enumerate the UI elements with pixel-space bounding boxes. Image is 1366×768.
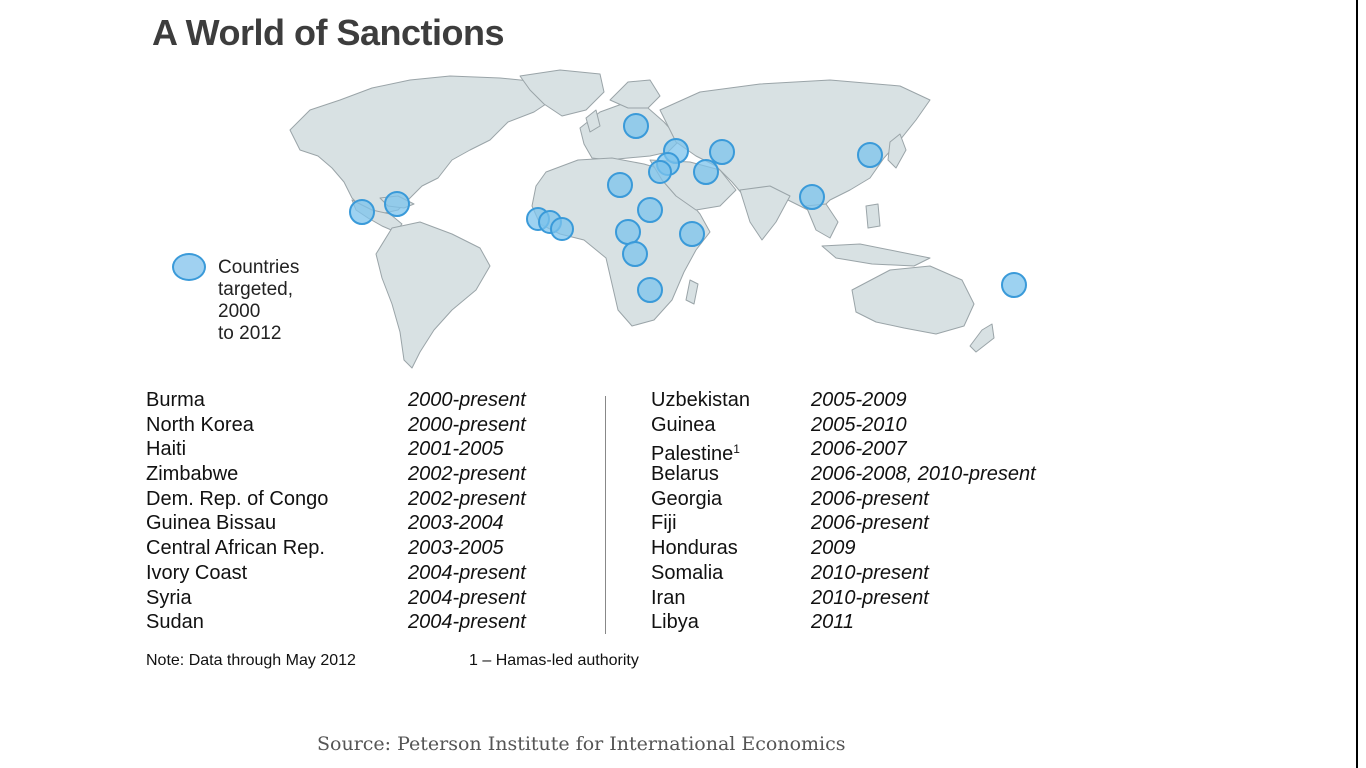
country-name: Syria [146, 586, 192, 609]
sanction-years: 2001-2005 [408, 438, 504, 461]
country-name: Ivory Coast [146, 561, 248, 584]
country-name: Guinea [651, 413, 716, 436]
world-map [289, 69, 1027, 369]
country-name: Central African Rep. [146, 537, 325, 560]
madagascar-shape [685, 279, 699, 305]
country-name: Iran [651, 586, 686, 609]
marker-sudan [637, 197, 663, 223]
marker-somalia [679, 221, 705, 247]
marker-haiti [384, 191, 410, 217]
sanction-years: 2002-present [408, 487, 526, 510]
sanction-years: 2006-2008, 2010-present [811, 463, 1036, 486]
marker-fiji [1001, 272, 1027, 298]
source-credit: Source: Peterson Institute for Internati… [317, 733, 846, 755]
country-name: Somalia [651, 561, 724, 584]
north-america-shape [289, 75, 553, 215]
column-divider [605, 396, 606, 634]
sanction-years: 2010-present [811, 586, 929, 609]
marker-libya [607, 172, 633, 198]
country-name: North Korea [146, 413, 254, 436]
sanction-years: 2004-present [408, 586, 526, 609]
sanction-years: 2009 [811, 537, 856, 560]
marker-north-korea [857, 142, 883, 168]
legend-line: 2000 [218, 301, 261, 322]
country-name: Guinea Bissau [146, 512, 277, 535]
footnote: 1 – Hamas-led authority [469, 652, 639, 669]
data-note: Note: Data through May 2012 [146, 652, 356, 669]
sanction-years: 2011 [811, 611, 855, 634]
sanction-years: 2005-2009 [811, 389, 907, 411]
legend-line: Countries [218, 257, 300, 278]
asia-shape [659, 79, 931, 215]
marker-dem-rep-congo [622, 241, 648, 267]
world-map-svg [289, 69, 1027, 369]
marker-uzbekistan [709, 139, 735, 165]
legend-line: targeted, [218, 279, 293, 300]
sanction-years: 2000-present [408, 389, 526, 411]
sanction-years: 2004-present [408, 561, 526, 584]
legend-line: to 2012 [218, 323, 282, 344]
sanction-years: 2004-present [408, 611, 526, 634]
uk-shape [585, 109, 601, 133]
legend-marker-icon [172, 253, 206, 281]
footnote-marker: 1 [733, 442, 740, 457]
country-name: Burma [146, 389, 205, 411]
country-name: Zimbabwe [146, 463, 239, 486]
marker-palestine [648, 160, 672, 184]
frame-edge-line [1356, 0, 1358, 768]
country-name: Palestine1 [651, 437, 740, 467]
philippines-shape [865, 203, 881, 229]
country-name: Haiti [146, 438, 187, 461]
marker-burma [799, 184, 825, 210]
marker-belarus [623, 113, 649, 139]
scandinavia-shape [609, 79, 661, 109]
country-name-text: Palestine [651, 443, 734, 466]
marker-honduras [349, 199, 375, 225]
south-america-shape [375, 221, 491, 369]
country-name: Fiji [651, 512, 677, 535]
new-zealand-shape [969, 323, 995, 353]
sanction-years: 2006-present [811, 512, 929, 535]
marker-iran [693, 159, 719, 185]
indonesia-shape [821, 243, 931, 267]
marker-ivory-coast [550, 217, 574, 241]
india-shape [739, 185, 791, 241]
country-name: Honduras [651, 537, 738, 560]
country-name: Georgia [651, 487, 723, 510]
country-name: Belarus [651, 463, 719, 486]
page-title: A World of Sanctions [152, 12, 505, 53]
country-name: Sudan [146, 611, 204, 634]
country-name: Libya [651, 611, 699, 634]
greenland-shape [519, 69, 605, 117]
sanction-years: 2006-2007 [811, 438, 907, 461]
marker-zimbabwe [637, 277, 663, 303]
sanction-years: 2005-2010 [811, 413, 907, 436]
marker-central-african-rep [615, 219, 641, 245]
country-name: Dem. Rep. of Congo [146, 487, 329, 510]
sanction-years: 2003-2005 [408, 537, 504, 560]
sanction-years: 2010-present [811, 561, 929, 584]
sanction-years: 2000-present [408, 413, 526, 436]
sanction-years: 2006-present [811, 487, 929, 510]
australia-shape [851, 265, 975, 335]
japan-shape [887, 133, 907, 169]
legend-label: Countries targeted, 2000 to 2012 [218, 257, 358, 345]
sanction-years: 2003-2004 [408, 512, 504, 535]
country-name: Uzbekistan [651, 389, 750, 411]
sanction-years: 2002-present [408, 463, 526, 486]
